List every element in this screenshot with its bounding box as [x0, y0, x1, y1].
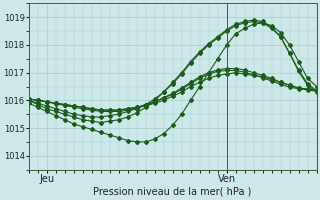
X-axis label: Pression niveau de la mer( hPa ): Pression niveau de la mer( hPa ) — [93, 187, 252, 197]
